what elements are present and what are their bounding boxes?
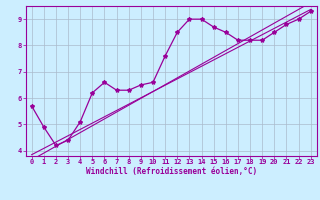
X-axis label: Windchill (Refroidissement éolien,°C): Windchill (Refroidissement éolien,°C) [86,167,257,176]
